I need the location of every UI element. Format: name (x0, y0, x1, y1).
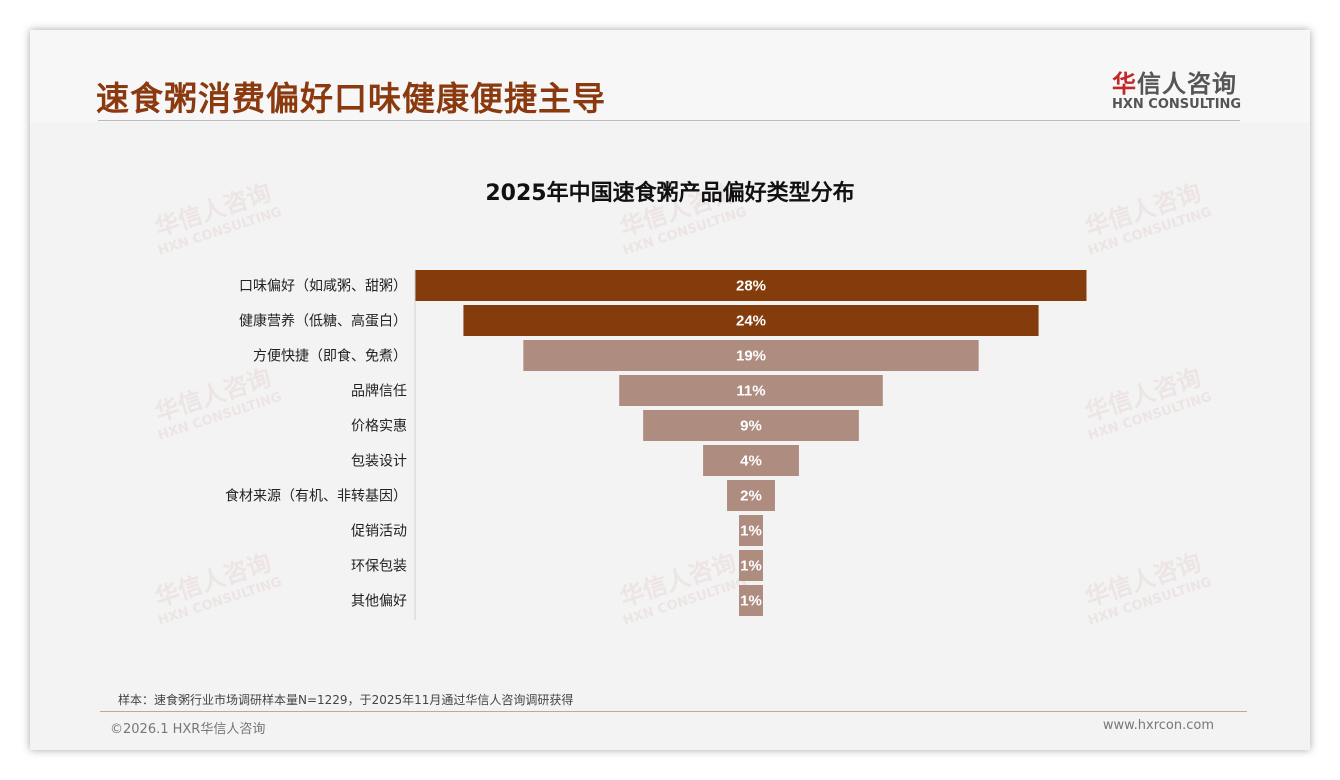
category-label: 促销活动 (351, 524, 407, 540)
chart-title: 2025年中国速食粥产品偏好类型分布 (485, 181, 855, 206)
data-label: 9% (740, 418, 762, 435)
funnel-bar (415, 270, 1087, 301)
category-label: 食材来源（有机、非转基因） (225, 488, 407, 505)
data-label: 1% (740, 593, 762, 610)
page-title: 速食粥消费偏好口味健康便捷主导 (96, 79, 606, 118)
category-label: 口味偏好（如咸粥、甜粥） (239, 278, 407, 295)
category-label: 健康营养（低糖、高蛋白） (239, 313, 407, 330)
category-label: 环保包装 (351, 559, 407, 575)
website-link[interactable]: www.hxrcon.com (1102, 718, 1214, 733)
category-label: 方便快捷（即食、免煮） (253, 348, 407, 365)
data-label: 24% (736, 313, 766, 330)
data-label: 2% (740, 488, 762, 505)
logo-red-char: 华 (1112, 70, 1137, 98)
data-label: 4% (740, 453, 762, 470)
category-label: 包装设计 (351, 454, 407, 470)
data-label: 11% (736, 383, 765, 400)
funnel-bar (703, 445, 799, 476)
category-label: 品牌信任 (351, 383, 407, 400)
funnel-bar (739, 585, 763, 616)
header (30, 30, 1310, 122)
copyright: ©2026.1 HXR华信人咨询 (110, 722, 266, 737)
funnel-bar (619, 375, 883, 406)
footer-divider (100, 711, 1247, 712)
funnel-bar (523, 340, 979, 371)
data-label: 19% (736, 348, 766, 365)
category-label: 价格实惠 (351, 419, 407, 435)
funnel-bar (643, 410, 859, 441)
funnel-bar (727, 480, 775, 511)
data-label: 1% (740, 558, 762, 575)
header-divider (98, 120, 1240, 121)
data-label: 1% (740, 523, 762, 540)
logo-en: HXN CONSULTING (1112, 97, 1242, 112)
funnel-bar (739, 550, 763, 581)
slide: 速食粥消费偏好口味健康便捷主导 华信人咨询 HXN CONSULTING 华信人… (30, 30, 1310, 750)
data-label: 28% (736, 278, 766, 295)
funnel-bar (463, 305, 1039, 336)
logo-cn: 信人咨询 (1137, 70, 1237, 98)
category-label: 其他偏好 (351, 594, 407, 610)
logo: 华信人咨询 HXN CONSULTING (1112, 64, 1241, 112)
sample-note: 样本：速食粥行业市场调研样本量N=1229，于2025年11月通过华信人咨询调研… (118, 693, 574, 707)
funnel-chart: 28% 口味偏好（如咸粥、甜粥） 24% 健康营养（低糖、高蛋白） 19% 方便快捷（即食… (225, 270, 1087, 620)
funnel-bar (739, 515, 763, 546)
